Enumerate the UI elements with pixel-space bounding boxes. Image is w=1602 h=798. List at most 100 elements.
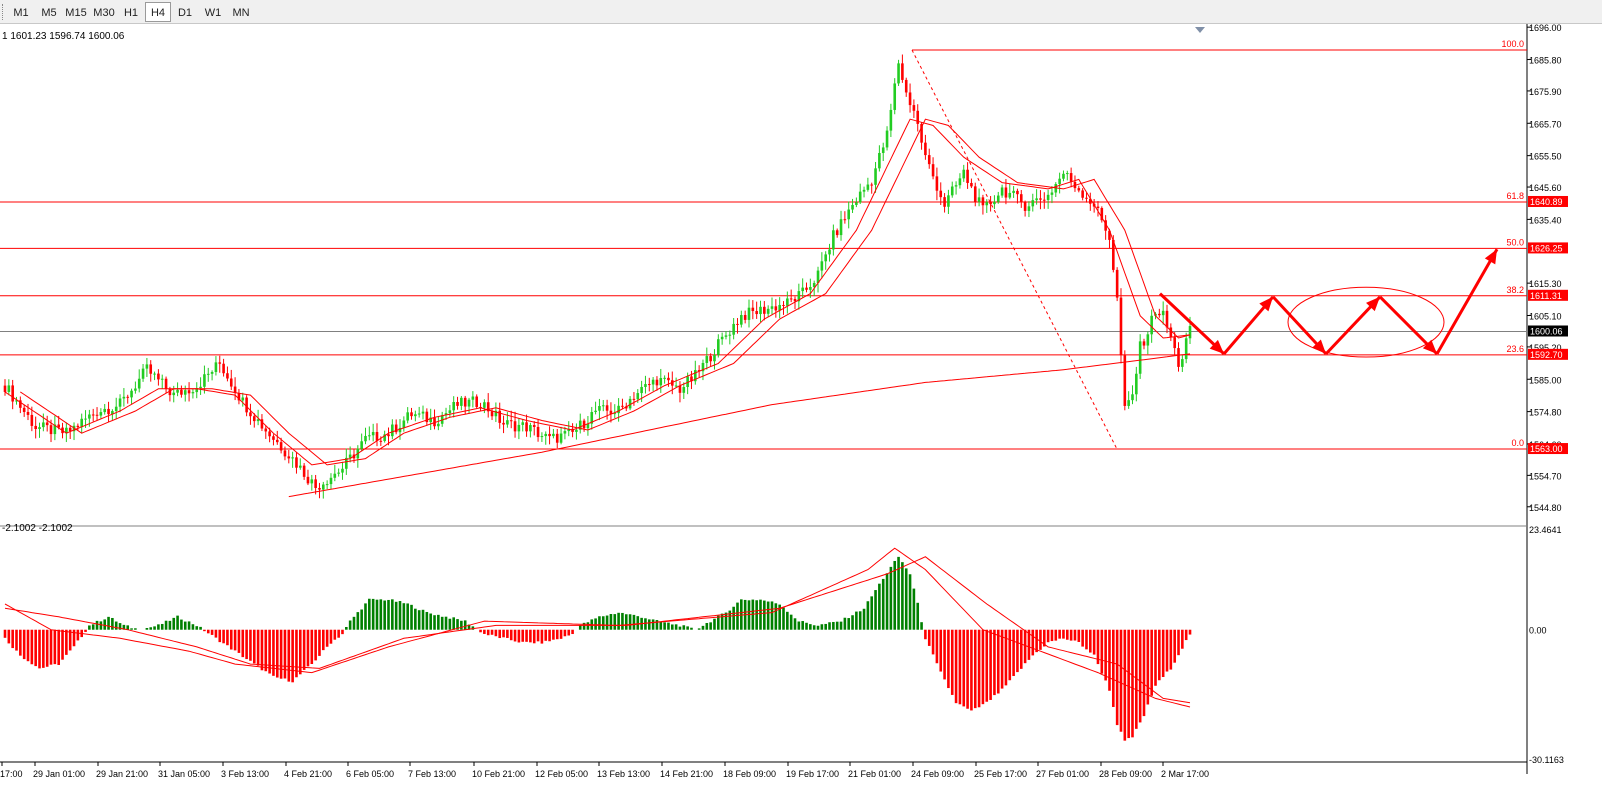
candle-body [164,378,168,389]
candle-body [348,454,352,458]
histogram-bar [548,629,551,642]
candle-body [157,373,160,380]
candle-body [1023,202,1027,211]
candle-body [429,417,432,423]
histogram-bar [517,629,521,643]
histogram-bar [210,629,214,635]
candle-body [7,385,11,392]
histogram-bar [1008,629,1012,681]
histogram-bar [1138,629,1142,723]
timeframe-h1-button[interactable]: H1 [123,7,139,19]
candle-body [682,387,686,393]
candle-body [797,291,801,302]
candle-body [195,388,199,393]
histogram-bar [866,601,870,630]
chart-area[interactable]: 1696.00 1685.80 1675.90 1665.70 1655.50 1645.… [0,24,1602,798]
histogram-bar [1146,629,1150,705]
candle-body [540,436,544,438]
histogram-bar [1065,629,1069,640]
candle-body [862,189,866,192]
histogram-bar [199,626,202,630]
histogram-bar [628,614,632,630]
histogram-bar [437,614,440,630]
timeframe-m1-button[interactable]: M1 [13,7,29,19]
histogram-bar [1069,629,1073,641]
histogram-bar [839,621,843,630]
timeframe-m15-button[interactable]: M15 [65,7,87,19]
candle-body [452,401,455,411]
histogram-bar [19,629,22,656]
histogram-bar [440,616,444,630]
time-tick-label: 17:00 [0,769,23,779]
timeframe-mn-button[interactable]: MN [232,7,250,19]
histogram-bar [264,629,268,672]
candle-body [824,254,827,262]
shift-marker-icon[interactable] [1195,27,1205,33]
candle-body [402,420,406,428]
histogram-bar [1165,629,1169,672]
candle-body [494,410,498,417]
time-tick-label: 28 Feb 09:00 [1099,769,1152,779]
histogram-bar [509,629,513,641]
candle-body [180,389,183,395]
histogram-bar [275,629,279,678]
histogram-bar [1119,629,1123,732]
fib-price-label: 1592.70 [1530,350,1563,360]
fibonacci-levels: 100.0 61.8 1640.89 50.0 1626.25 38.2 1611.31 23… [0,39,1568,455]
histogram-bar [647,619,651,630]
histogram-bar [732,606,735,630]
histogram-bar [1127,629,1130,739]
time-tick-label: 4 Feb 21:00 [284,769,332,779]
candle-body [743,315,747,320]
candle-body [130,390,133,398]
fib-level-label: 100.0 [1501,39,1524,49]
candle-body [728,334,732,336]
histogram-bar [950,629,954,695]
timeframe-m5-button[interactable]: M5 [41,7,57,19]
histogram-bar [555,629,559,640]
price-tick-label: 1615.30 [1529,279,1562,289]
histogram-bar [789,614,793,630]
histogram-bar [1050,629,1054,642]
histogram-bar [214,629,218,638]
histogram-bar [617,612,620,630]
candle-body [291,457,294,459]
candle-body [805,287,808,290]
histogram-bar [828,622,831,630]
candle-body [1027,206,1031,211]
candle-body [1089,198,1092,204]
ohlc-info: 1 1601.23 1596.74 1600.06 [2,31,125,42]
candle-body [1119,297,1123,356]
candle-body [360,441,363,449]
histogram-bar [755,600,758,630]
candle-body [206,373,210,375]
timeframe-w1-button[interactable]: W1 [204,7,222,19]
histogram-bar [598,616,601,630]
histogram-bar [57,629,60,665]
histogram-bar [291,629,294,683]
histogram-bar [889,566,893,630]
histogram-bar [287,629,291,682]
histogram-bar [302,629,306,670]
histogram-bar [740,599,743,630]
timeframe-h4-button[interactable]: H4 [145,2,171,22]
candle-body [414,414,417,417]
histogram-bar [65,629,68,655]
histogram-bar [160,623,164,630]
candle-body [1112,239,1115,270]
histogram-bar [375,599,379,630]
histogram-bar [1058,629,1061,639]
histogram-bar [379,599,383,630]
toolbar-grip[interactable] [2,4,6,20]
histogram-bar [996,629,1000,694]
histogram-bar [383,600,386,630]
timeframe-m30-button[interactable]: M30 [93,7,115,19]
price-tick-label: 1595.20 [1529,343,1562,353]
candle-body [517,424,521,432]
histogram-bar [88,625,91,630]
timeframe-d1-button[interactable]: D1 [177,7,193,19]
candle-body [832,230,835,250]
histogram-bar [1019,629,1023,669]
histogram-bar [149,627,153,630]
histogram-bar [1085,629,1088,650]
